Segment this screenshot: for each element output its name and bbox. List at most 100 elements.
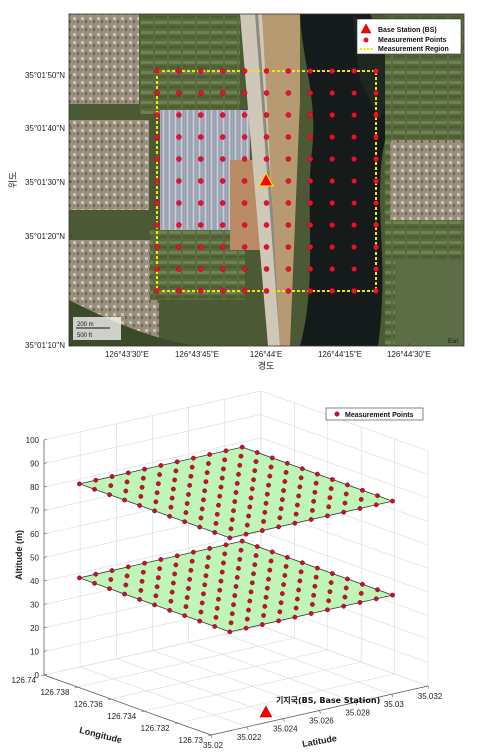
- measurement-point: [186, 492, 191, 497]
- map-point: [285, 288, 292, 294]
- measurement-points-3d: [77, 444, 395, 635]
- measurement-point: [173, 468, 179, 474]
- measurement-point: [108, 483, 114, 488]
- measurement-point: [276, 524, 281, 530]
- legend-points-icon: [363, 37, 369, 43]
- measurement-point: [198, 609, 204, 615]
- map-point: [263, 134, 270, 140]
- z-tick: [43, 603, 48, 605]
- map-point: [176, 156, 182, 162]
- measurement-point: [247, 504, 253, 510]
- map-point: [263, 112, 270, 118]
- measurement-point: [204, 564, 210, 570]
- latitude-axis-label: Latitude: [301, 733, 337, 749]
- measurement-point: [154, 584, 160, 590]
- measurement-point: [358, 591, 364, 596]
- wall-grid-line: [260, 531, 429, 593]
- measurement-point: [231, 508, 236, 514]
- wall-grid-line: [260, 437, 429, 499]
- measurement-point: [281, 488, 286, 493]
- measurement-point: [262, 603, 268, 609]
- base-station-marker: [257, 171, 275, 187]
- map-point: [263, 90, 270, 96]
- measurement-point: [298, 569, 304, 575]
- map-point: [154, 68, 160, 74]
- scale-bar-imperial: 500 ft: [77, 333, 92, 339]
- measurement-point: [183, 604, 189, 609]
- map-point: [219, 266, 226, 272]
- map-point: [176, 288, 182, 294]
- map-y-tick-label: 35°01'10"N: [25, 341, 65, 350]
- lat-tick: [355, 702, 357, 706]
- measurement-point: [297, 578, 303, 584]
- measurement-point: [277, 609, 283, 615]
- measurement-point: [140, 569, 146, 575]
- measurement-point: [223, 542, 229, 548]
- measurement-point: [299, 466, 305, 472]
- measurement-point: [124, 573, 130, 579]
- lon-tick-label: 126.74: [12, 676, 37, 685]
- measurement-point: [268, 558, 274, 564]
- floor-grid-line: [224, 633, 392, 695]
- map-point: [176, 68, 182, 74]
- map-point: [263, 200, 270, 206]
- legend-label-base-station: Base Station (BS): [378, 27, 437, 34]
- map-point: [285, 90, 292, 96]
- measurement-point: [252, 468, 258, 474]
- map-x-axis-label: 경도: [258, 360, 275, 372]
- measurement-point: [218, 484, 224, 490]
- map-point: [219, 112, 226, 118]
- measurement-point: [313, 480, 319, 486]
- map-point: [373, 134, 379, 140]
- measurement-point: [360, 581, 365, 587]
- measurement-point: [269, 549, 275, 555]
- measurement-point: [207, 546, 213, 551]
- scale-bar: 200 m 500 ft: [73, 317, 121, 340]
- measurement-point: [311, 498, 317, 504]
- map-point: [285, 156, 292, 162]
- lat-tick: [246, 726, 249, 730]
- map-point: [351, 266, 357, 272]
- measurement-point: [227, 629, 233, 635]
- measurement-point: [172, 477, 178, 483]
- z-tick: [43, 509, 48, 511]
- map-point: [329, 222, 335, 228]
- lat-tick: [210, 734, 213, 739]
- measurement-point: [330, 571, 335, 576]
- measurement-point: [277, 515, 283, 521]
- measurement-point: [213, 615, 219, 620]
- map-point: [285, 200, 292, 206]
- measurement-point: [184, 595, 190, 600]
- measurement-point: [202, 582, 208, 588]
- map-point: [154, 288, 160, 294]
- measurement-point: [254, 544, 260, 549]
- map-point: [241, 200, 248, 206]
- map-point: [351, 288, 357, 294]
- map-point: [176, 178, 182, 184]
- lat-tick-label: 35.028: [345, 708, 370, 717]
- legend-3d: Measurement Points: [325, 407, 424, 421]
- map-point: [219, 244, 226, 250]
- measurement-point: [269, 455, 275, 461]
- map-point: [263, 288, 270, 294]
- wall-grid-line: [260, 414, 429, 475]
- measurement-point: [137, 597, 142, 602]
- map-x-tick-label: 126°43'30"E: [105, 350, 149, 359]
- lat-tick-label: 35.02: [203, 741, 224, 750]
- map-point: [263, 266, 270, 272]
- floor-grid-line: [77, 637, 295, 688]
- z-tick-label: 30: [30, 601, 39, 610]
- map-point: [241, 288, 248, 294]
- measurement-point: [261, 519, 266, 524]
- map-point: [285, 134, 292, 140]
- measurement-point: [259, 528, 265, 533]
- map-point: [241, 68, 248, 74]
- map-point: [198, 288, 204, 294]
- measurement-point: [125, 564, 131, 570]
- map-point: [307, 156, 314, 162]
- measurement-point: [375, 493, 380, 499]
- z-tick: [43, 673, 48, 676]
- measurement-point: [216, 502, 221, 508]
- measurement-point: [326, 504, 332, 510]
- map-point: [198, 156, 204, 162]
